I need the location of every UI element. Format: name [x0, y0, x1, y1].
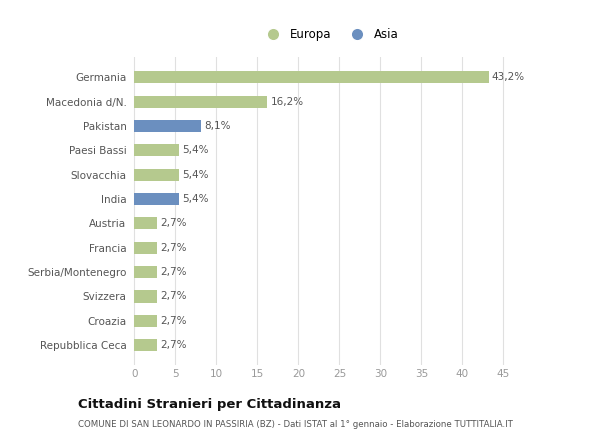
Bar [134, 120, 201, 132]
Text: 2,7%: 2,7% [160, 243, 187, 253]
Bar [134, 266, 157, 278]
Bar [134, 315, 157, 327]
Text: 5,4%: 5,4% [182, 145, 209, 155]
Text: 2,7%: 2,7% [160, 218, 187, 228]
Bar [134, 217, 157, 230]
Text: 43,2%: 43,2% [492, 72, 525, 82]
Text: COMUNE DI SAN LEONARDO IN PASSIRIA (BZ) - Dati ISTAT al 1° gennaio - Elaborazion: COMUNE DI SAN LEONARDO IN PASSIRIA (BZ) … [78, 420, 513, 429]
Bar [134, 95, 267, 108]
Bar [134, 339, 157, 351]
Bar [134, 193, 179, 205]
Bar [134, 71, 488, 83]
Bar [134, 290, 157, 303]
Bar [134, 242, 157, 254]
Text: Cittadini Stranieri per Cittadinanza: Cittadini Stranieri per Cittadinanza [78, 398, 341, 411]
Bar [134, 144, 179, 156]
Text: 2,7%: 2,7% [160, 267, 187, 277]
Text: 16,2%: 16,2% [271, 97, 304, 106]
Text: 2,7%: 2,7% [160, 291, 187, 301]
Legend: Europa, Asia: Europa, Asia [257, 23, 403, 45]
Text: 5,4%: 5,4% [182, 194, 209, 204]
Text: 2,7%: 2,7% [160, 316, 187, 326]
Text: 2,7%: 2,7% [160, 340, 187, 350]
Text: 5,4%: 5,4% [182, 170, 209, 180]
Text: 8,1%: 8,1% [204, 121, 230, 131]
Bar [134, 169, 179, 181]
